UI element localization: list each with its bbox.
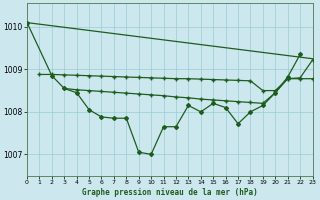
- X-axis label: Graphe pression niveau de la mer (hPa): Graphe pression niveau de la mer (hPa): [82, 188, 258, 197]
